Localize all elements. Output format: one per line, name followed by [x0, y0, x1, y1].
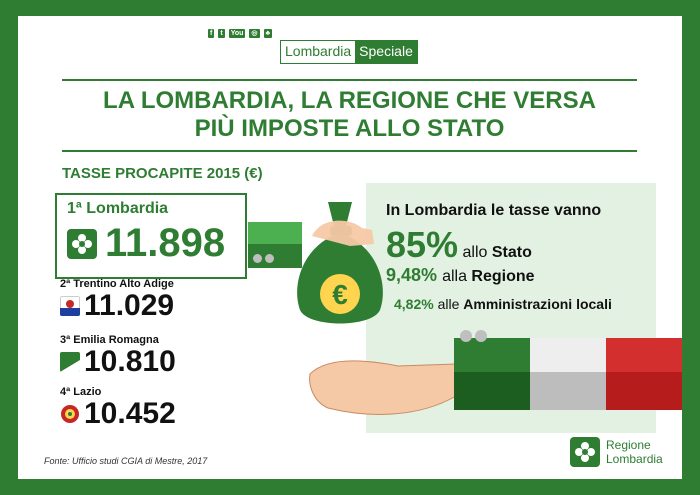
- info-stato: 85% allo Stato: [386, 224, 532, 266]
- regione-lombardia-logo: Regione Lombardia: [570, 437, 663, 467]
- headline-line1: LA LOMBARDIA, LA REGIONE CHE VERSA: [103, 87, 596, 114]
- instagram-icon[interactable]: ◎: [249, 29, 260, 38]
- logo-line1: Regione: [606, 438, 651, 452]
- leaf-icon[interactable]: ♣: [263, 29, 273, 38]
- rank-2-label: 2ª Trentino Alto Adige: [60, 278, 174, 290]
- info-regione: 9,48% alla Regione: [386, 265, 535, 286]
- brand-badge: Lombardia Speciale: [280, 40, 418, 64]
- open-hand-icon: [309, 360, 457, 415]
- pct-locali: 4,82%: [394, 296, 434, 312]
- rank-1-label: 1ª Lombardia: [67, 200, 169, 217]
- pct-regione: 9,48%: [386, 265, 438, 285]
- social-icons: f t You ◎ ♣: [208, 29, 273, 38]
- rank-3-label: 3ª Emilia Romagna: [60, 334, 159, 346]
- youtube-icon[interactable]: You: [228, 29, 246, 38]
- rank-2: 2ª Trentino Alto Adige 11.029: [60, 278, 174, 321]
- txt-stato-a: allo: [462, 244, 492, 261]
- facebook-icon[interactable]: f: [208, 29, 215, 38]
- rank-4: 4ª Lazio 10.452: [60, 386, 176, 429]
- bottom-rule: [62, 150, 637, 152]
- brand-left: Lombardia: [285, 43, 352, 59]
- top-rule: [62, 79, 637, 81]
- lombardy-rose-icon: [67, 229, 97, 259]
- rank-4-value: 10.452: [84, 397, 176, 430]
- brand-right: Speciale: [355, 41, 417, 63]
- lazio-emblem-icon: [61, 405, 79, 423]
- pct-stato: 85%: [386, 224, 459, 265]
- green-card-illustration: [248, 222, 302, 268]
- euro-icon: €: [332, 279, 348, 310]
- logo-line2: Lombardia: [606, 452, 663, 466]
- lombardy-rose-icon: [570, 437, 600, 467]
- money-bag-icon: €: [297, 202, 383, 324]
- rank-2-value: 11.029: [84, 289, 175, 322]
- rank-3: 3ª Emilia Romagna 10.810: [60, 334, 176, 377]
- headline: LA LOMBARDIA, LA REGIONE CHE VERSA PIÙ I…: [62, 87, 637, 143]
- info-locali: 4,82% alle Amministrazioni locali: [394, 296, 612, 312]
- txt-locali-a: alle: [437, 296, 464, 312]
- rank-4-label: 4ª Lazio: [60, 386, 102, 398]
- twitter-icon[interactable]: t: [218, 29, 225, 38]
- subtitle: TASSE PROCAPITE 2015 (€): [62, 165, 263, 182]
- trentino-flag-icon: [60, 296, 80, 316]
- info-intro: In Lombardia le tasse vanno: [386, 202, 602, 219]
- headline-line2: PIÙ IMPOSTE ALLO STATO: [194, 115, 505, 142]
- txt-regione-b: Regione: [471, 268, 535, 285]
- italian-flag-illustration: [454, 330, 682, 410]
- rank-1-box: 1ª Lombardia 11.898: [55, 193, 247, 279]
- rank-1-value: 11.898: [105, 221, 226, 265]
- txt-stato-b: Stato: [491, 244, 532, 261]
- txt-locali-b: Amministrazioni locali: [463, 296, 612, 312]
- infographic-card: f t You ◎ ♣ Lombardia Speciale LA LOMBAR…: [18, 16, 682, 479]
- rank-3-value: 10.810: [84, 345, 176, 378]
- source-note: Fonte: Ufficio studi CGIA di Mestre, 201…: [44, 456, 208, 466]
- txt-regione-a: alla: [442, 268, 472, 285]
- emilia-flag-icon: [60, 352, 80, 372]
